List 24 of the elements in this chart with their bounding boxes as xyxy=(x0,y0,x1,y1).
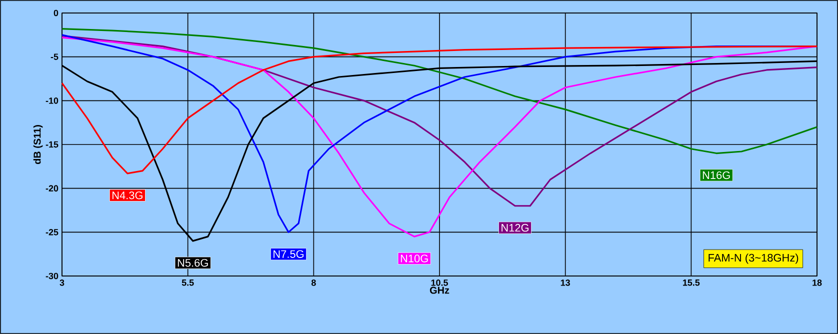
y-tick-label: -15 xyxy=(46,141,58,148)
text: N7.5G xyxy=(274,250,304,258)
series-label: N16G xyxy=(702,171,730,180)
x-tick-label: 10.5 xyxy=(431,280,448,286)
series-label: N5.6G xyxy=(178,258,208,267)
y-tick-label: -10 xyxy=(46,97,58,104)
x-tick-label: 13 xyxy=(560,280,570,286)
series-label: N12G xyxy=(502,224,528,232)
annotation: FAM-N (3~18GHz) xyxy=(708,254,798,264)
series-label: N4.3G xyxy=(112,191,142,200)
y-tick-label: -25 xyxy=(46,228,58,236)
line-series xyxy=(61,28,818,154)
y-tick-label: -5 xyxy=(50,54,58,60)
series-label: N10G xyxy=(400,254,428,262)
y-axis-title: dB (S11) xyxy=(33,125,43,164)
x-tick-label: 5.5 xyxy=(182,280,194,286)
y-tick-label: -30 xyxy=(46,272,58,280)
y-tick-label: 0 xyxy=(54,10,58,16)
x-tick-label: 3 xyxy=(60,280,64,286)
x-axis-title: GHz xyxy=(430,286,450,294)
x-tick-label: 18 xyxy=(812,280,822,286)
x-tick-label: 15.5 xyxy=(683,280,700,286)
x-tick-label: 8 xyxy=(311,280,316,286)
y-tick-label: -20 xyxy=(46,185,58,192)
